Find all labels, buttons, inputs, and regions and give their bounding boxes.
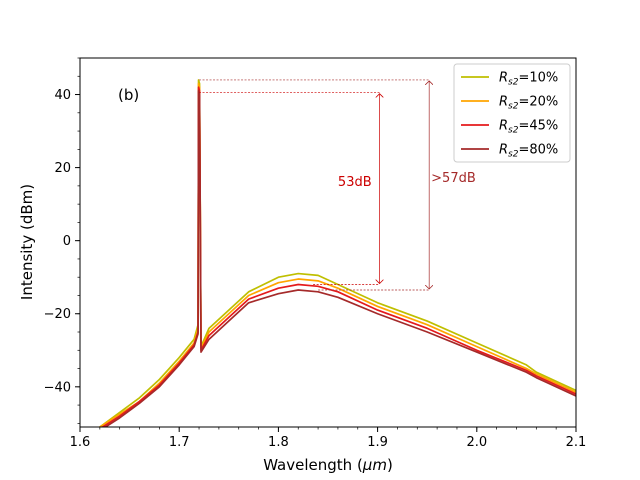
y-axis-label: Intensity (dBm): [18, 184, 36, 300]
y-tick-label: 0: [63, 234, 71, 249]
x-tick-label: 2.0: [466, 435, 487, 450]
series-layer: [99, 79, 576, 427]
series-line-2: [99, 82, 576, 427]
series-line-3: [101, 86, 576, 427]
legend: Rs2=10% Rs2=20% Rs2=45% Rs2=80%: [453, 63, 571, 163]
legend-label: Rs2=10%: [499, 71, 558, 88]
legend-label: Rs2=80%: [499, 143, 558, 160]
legend-box: [453, 63, 571, 163]
x-tick-label: 1.6: [70, 435, 91, 450]
legend-label: Rs2=20%: [499, 95, 558, 112]
x-axis-ticks: 1.6 1.7 1.8 1.9 2.0 2.1: [70, 427, 587, 450]
y-tick-label: −40: [44, 380, 71, 395]
x-tick-label: 2.1: [566, 435, 587, 450]
x-axis-label: Wavelength (μm): [263, 456, 393, 474]
series-line-4: [103, 90, 576, 427]
y-axis-ticks: −40 −20 0 20 40: [44, 57, 80, 424]
legend-label: Rs2=45%: [499, 119, 558, 136]
x-tick-label: 1.7: [169, 435, 190, 450]
y-tick-label: 40: [54, 88, 71, 103]
annotation-label: >57dB: [431, 171, 476, 186]
y-tick-label: 20: [54, 161, 71, 176]
legend-entries: Rs2=10% Rs2=20% Rs2=45% Rs2=80%: [461, 71, 558, 160]
panel-label: (b): [118, 86, 139, 104]
x-tick-label: 1.9: [367, 435, 388, 450]
y-tick-label: −20: [44, 307, 71, 322]
x-tick-label: 1.8: [268, 435, 289, 450]
series-line-1: [99, 79, 576, 427]
annotation-label: 53dB: [338, 175, 372, 190]
annotation-layer: 53dB >57dB: [199, 79, 476, 291]
plot-frame: [79, 57, 577, 428]
